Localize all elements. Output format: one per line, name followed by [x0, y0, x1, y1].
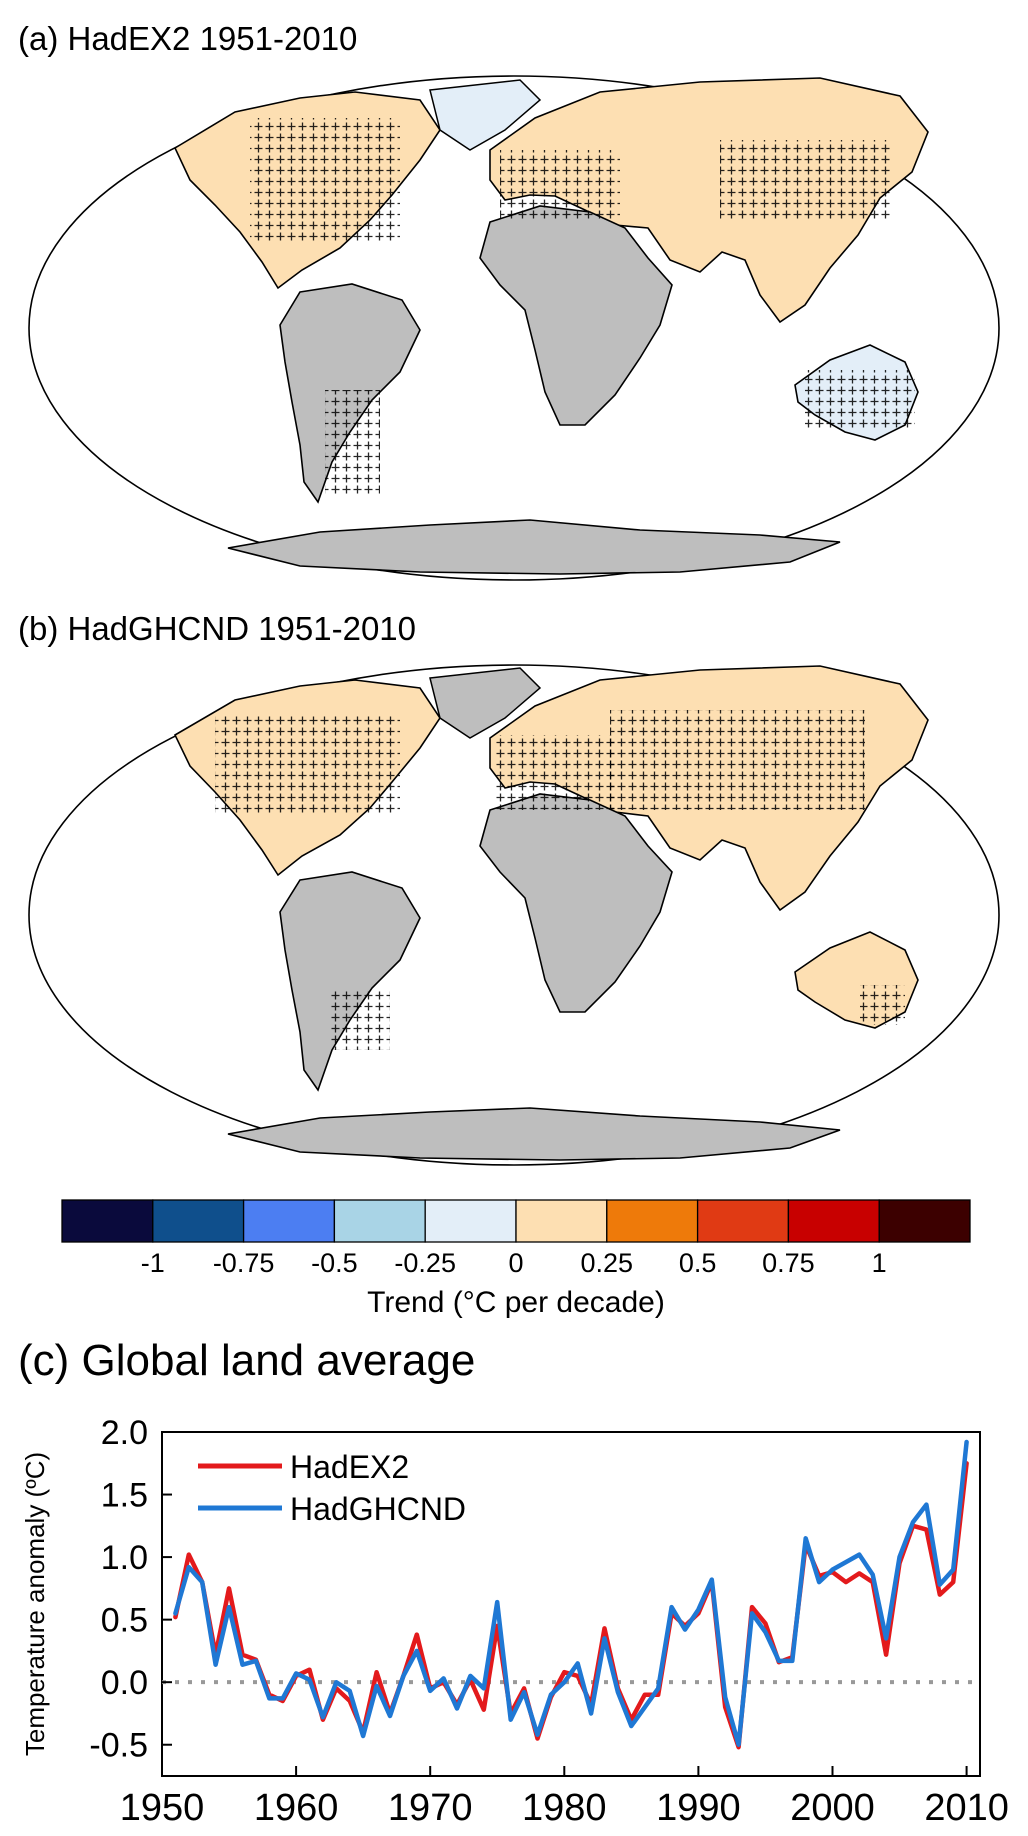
x-tick-label: 2000 [790, 1787, 875, 1829]
map-a-significance-sa [325, 390, 380, 495]
map-a-significance-asia [720, 140, 890, 220]
colorbar-label: Trend (°C per decade) [367, 1286, 665, 1319]
colorbar-swatch [242, 1199, 336, 1243]
map-b-greenland [429, 667, 542, 739]
map-a-antarctica [227, 519, 841, 575]
x-tick-label: 1950 [120, 1787, 205, 1829]
map-a-significance-australia [805, 370, 915, 430]
colorbar-tick-label: 0.25 [581, 1248, 634, 1278]
colorbar-tick-label: -1 [141, 1248, 165, 1278]
colorbar-swatch [515, 1199, 608, 1243]
y-tick-label: 2.0 [101, 1414, 148, 1452]
colorbar-swatch [696, 1199, 790, 1243]
map-panel-a [28, 75, 1000, 581]
map-panel-b [28, 664, 1000, 1166]
legend-label: HadEX2 [290, 1449, 409, 1485]
legend-label: HadGHCND [290, 1491, 466, 1527]
y-axis-label: Temperature anomaly (ºC) [20, 1452, 50, 1756]
colorbar-swatch [878, 1199, 971, 1243]
map-b-significance-australia [860, 985, 905, 1025]
colorbar-tick-label: 0.5 [679, 1248, 717, 1278]
colorbar-swatch [787, 1199, 880, 1243]
series-line-hadghcnd [173, 1439, 969, 1747]
colorbar-tick-label: 1 [872, 1248, 887, 1278]
map-b-significance-asia [610, 710, 865, 810]
colorbar: -1 -0.75 -0.5 -0.25 0 0.25 0.5 0.75 1 Trend (°C p… [61, 1199, 971, 1319]
map-a-significance-na [250, 118, 400, 243]
map-a-greenland [429, 79, 542, 151]
colorbar-swatch [606, 1199, 699, 1243]
y-tick-label: 1.0 [101, 1539, 148, 1577]
map-b-africa [479, 793, 673, 1013]
colorbar-tick-label: -0.5 [311, 1248, 358, 1278]
y-tick-label: 1.5 [101, 1477, 148, 1515]
map-b-significance-sa [330, 990, 390, 1050]
y-tick-label: 0.0 [101, 1664, 148, 1702]
map-b-significance-na [215, 715, 400, 815]
colorbar-tick-label: 0 [508, 1248, 523, 1278]
x-tick-label: 1960 [254, 1787, 339, 1829]
x-tick-label: 2010 [924, 1787, 1009, 1829]
map-a-africa [479, 205, 673, 426]
x-tick-label: 1980 [522, 1787, 607, 1829]
colorbar-tick-label: -0.25 [394, 1248, 456, 1278]
map-b-antarctica [227, 1107, 841, 1161]
colorbar-tick-label: -0.75 [213, 1248, 275, 1278]
y-tick-label: -0.5 [89, 1727, 148, 1765]
line-chart: -0.5 0.0 0.5 1.0 1.5 2.0 1950 1960 1970 1980 1990 2… [20, 1414, 1009, 1829]
panel-c-title: (c) Global land average [18, 1336, 476, 1385]
map-b-significance-europe [495, 735, 615, 810]
panel-a-title: (a) HadEX2 1951-2010 [18, 20, 358, 57]
plot-frame [161, 1431, 981, 1777]
colorbar-swatch [424, 1199, 517, 1243]
panel-b-title: (b) HadGHCND 1951-2010 [18, 610, 417, 647]
colorbar-swatch [152, 1199, 245, 1243]
colorbar-swatch [61, 1199, 154, 1243]
y-tick-label: 0.5 [101, 1602, 148, 1640]
map-a-significance-europe [500, 150, 620, 220]
colorbar-swatch [333, 1199, 426, 1243]
colorbar-tick-label: 0.75 [762, 1248, 815, 1278]
x-tick-label: 1970 [388, 1787, 473, 1829]
x-tick-label: 1990 [656, 1787, 741, 1829]
